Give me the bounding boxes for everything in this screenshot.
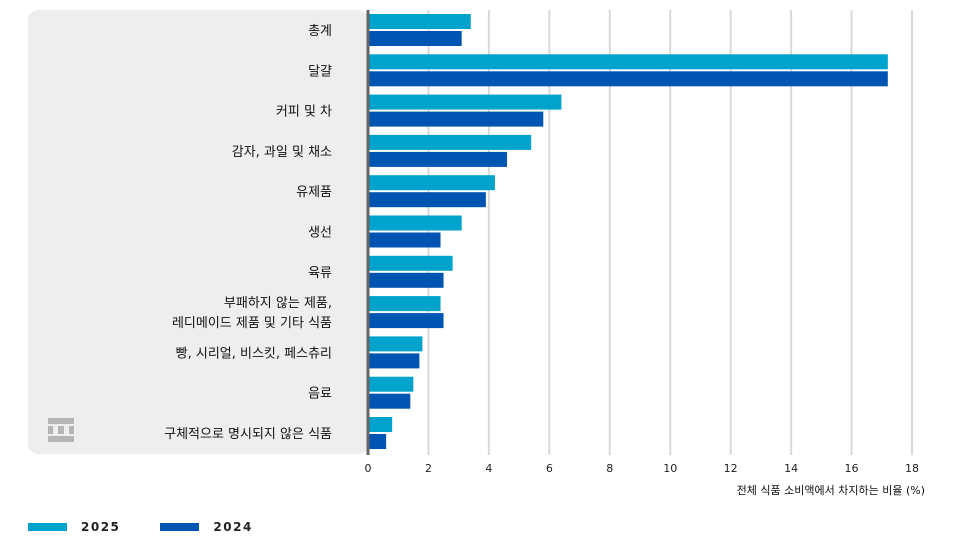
bar-2025-8	[368, 336, 423, 352]
bar-2025-5	[368, 215, 462, 231]
bar-2024-4	[368, 192, 486, 208]
legend-swatch-2024	[160, 523, 200, 531]
bar-2025-2	[368, 94, 562, 110]
legend-label-2024: 2024	[213, 520, 253, 534]
x-tick-label-6: 6	[546, 462, 553, 475]
bar-2024-7	[368, 313, 444, 329]
bars	[368, 14, 888, 449]
bar-2025-0	[368, 14, 471, 29]
legend: 2025 2024	[28, 520, 293, 534]
category-label-2: 커피 및 차	[276, 105, 332, 120]
legend-item-2024: 2024	[160, 520, 252, 534]
legend-item-2025: 2025	[28, 520, 120, 534]
category-label-5: 생선	[308, 226, 332, 241]
x-tick-label-0: 0	[365, 462, 372, 475]
building-logo-icon	[48, 418, 74, 442]
category-label-7-line-1: 레디메이드 제품 및 기타 식품	[172, 316, 332, 331]
category-label-3: 감자, 과일 및 채소	[232, 145, 332, 160]
bar-2024-0	[368, 31, 462, 46]
x-tick-label-14: 14	[784, 462, 798, 475]
bar-2025-6	[368, 255, 453, 271]
x-tick-label-10: 10	[663, 462, 677, 475]
x-axis-ticks: 0 2 4 6 8 10 12 14 16 18	[365, 462, 920, 475]
category-label-10: 구체적으로 명시되지 않은 식품	[164, 427, 332, 442]
x-tick-label-8: 8	[606, 462, 613, 475]
legend-label-2025: 2025	[81, 520, 121, 534]
x-axis-title: 전체 식품 소비액에서 차지하는 비율 (%)	[737, 483, 925, 497]
category-label-1: 달걀	[308, 64, 332, 79]
bar-2024-10	[368, 434, 387, 449]
x-tick-label-2: 2	[425, 462, 432, 475]
x-tick-label-18: 18	[905, 462, 919, 475]
x-tick-label-4: 4	[485, 462, 492, 475]
bar-2025-9	[368, 376, 414, 392]
x-tick-label-16: 16	[845, 462, 859, 475]
category-label-8: 빵, 시리얼, 비스킷, 페스츄리	[176, 346, 332, 361]
bar-2024-2	[368, 111, 544, 127]
category-label-6: 육류	[308, 266, 332, 281]
x-tick-label-12: 12	[724, 462, 738, 475]
bar-2025-1	[368, 54, 888, 70]
bar-2025-10	[368, 417, 393, 432]
category-label-7-line-0: 부패하지 않는 제품,	[224, 296, 332, 311]
bar-2024-3	[368, 151, 508, 167]
bar-2024-5	[368, 232, 441, 248]
category-label-4: 유제품	[296, 185, 332, 200]
bar-2024-6	[368, 272, 444, 288]
category-label-0: 총계	[308, 24, 332, 39]
bar-2025-3	[368, 134, 532, 150]
bar-2024-9	[368, 393, 411, 409]
legend-swatch-2025	[28, 523, 67, 531]
category-label-9: 음료	[308, 387, 332, 402]
bar-2024-1	[368, 71, 888, 87]
bar-2025-4	[368, 175, 495, 191]
bar-2025-7	[368, 296, 441, 312]
label-panel-background	[28, 10, 368, 454]
bar-2024-8	[368, 353, 420, 369]
